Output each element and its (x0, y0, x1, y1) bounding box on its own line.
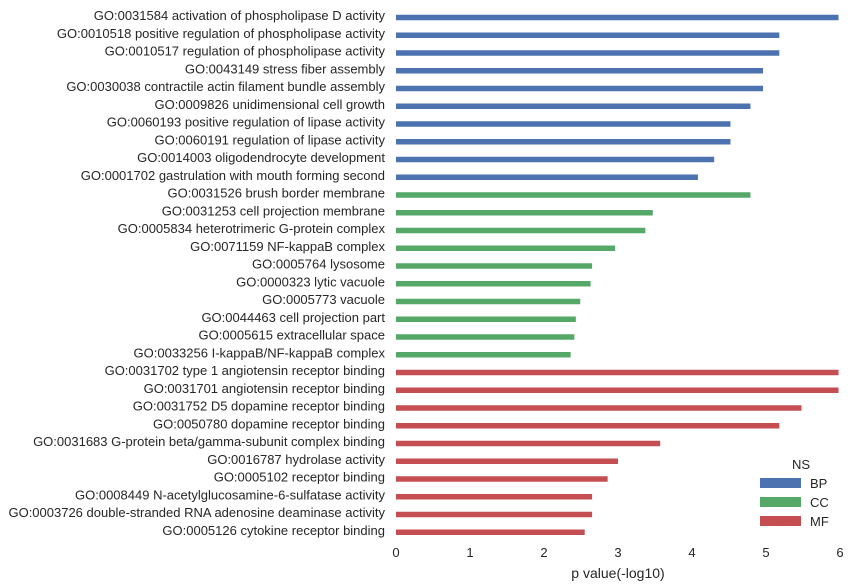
y-tick-label-go-0031752: GO:0031752 D5 dopamine receptor binding (133, 399, 385, 414)
legend-title: NS (792, 457, 810, 472)
x-tick-label-5: 5 (762, 545, 769, 560)
y-tick-label-go-0033256: GO:0033256 I-kappaB/NF-kappaB complex (134, 345, 386, 360)
y-tick-label-go-0005773: GO:0005773 vacuole (262, 292, 385, 307)
bar-go-0005126 (396, 529, 585, 535)
y-tick-label-go-0010517: GO:0010517 regulation of phospholipase a… (105, 44, 386, 59)
y-tick-label-go-0031526: GO:0031526 brush border membrane (167, 186, 385, 201)
y-tick-label-go-0031683: GO:0031683 G-protein beta/gamma-subunit … (33, 434, 385, 449)
bar-go-0031752 (396, 405, 802, 411)
legend-swatch-bp (760, 478, 801, 488)
bar-go-0060193 (396, 121, 731, 127)
y-tick-label-go-0005764: GO:0005764 lysosome (252, 257, 385, 272)
bar-go-0031526 (396, 192, 751, 198)
y-tick-label-go-0005834: GO:0005834 heterotrimeric G-protein comp… (118, 221, 386, 236)
bar-go-0033256 (396, 352, 571, 358)
x-tick-label-0: 0 (392, 545, 399, 560)
bar-go-0031253 (396, 210, 653, 216)
bar-go-0001702 (396, 174, 698, 180)
y-tick-label-go-0016787: GO:0016787 hydrolase activity (207, 452, 385, 467)
y-tick-label-go-0031584: GO:0031584 activation of phospholipase D… (94, 8, 386, 23)
y-tick-label-go-0050780: GO:0050780 dopamine receptor binding (153, 416, 385, 431)
y-tick-label-go-0060191: GO:0060191 regulation of lipase activity (154, 132, 385, 147)
x-tick-label-2: 2 (540, 545, 547, 560)
x-tick-label-6: 6 (836, 545, 843, 560)
y-tick-label-go-0071159: GO:0071159 NF-kappaB complex (190, 239, 385, 254)
bar-go-0005773 (396, 298, 581, 305)
y-tick-labels: GO:0031584 activation of phospholipase D… (8, 8, 385, 538)
x-tick-labels: 0 1 2 3 4 5 6 (392, 545, 843, 560)
bar-go-0010517 (396, 50, 780, 56)
bar-go-0005102 (396, 476, 608, 482)
bars-group (396, 14, 839, 535)
bar-go-0044463 (396, 316, 576, 322)
x-tick-label-3: 3 (614, 545, 621, 560)
bar-go-0031584 (396, 14, 839, 21)
y-tick-label-go-0030038: GO:0030038 contractile actin filament bu… (66, 79, 385, 94)
y-tick-label-go-0005102: GO:0005102 receptor binding (214, 470, 385, 485)
legend-label-mf: MF (810, 514, 829, 529)
bar-go-0000323 (396, 281, 591, 287)
legend: NS BP CC MF (760, 457, 829, 529)
bar-go-0008449 (396, 494, 593, 500)
bar-go-0016787 (396, 458, 618, 464)
bar-go-0010518 (396, 32, 780, 38)
y-tick-label-go-0060193: GO:0060193 positive regulation of lipase… (107, 115, 386, 130)
bar-go-0043149 (396, 68, 764, 74)
y-tick-label-go-0001702: GO:0001702 gastrulation with mouth formi… (81, 168, 385, 183)
y-tick-label-go-0031701: GO:0031701 angiotensin receptor binding (144, 381, 385, 396)
bar-go-0005615 (396, 334, 575, 340)
legend-swatch-mf (760, 516, 801, 526)
bar-go-0060191 (396, 139, 731, 145)
bar-go-0031701 (396, 387, 839, 393)
y-tick-label-go-0005126: GO:0005126 cytokine receptor binding (162, 523, 385, 538)
y-tick-label-go-0031702: GO:0031702 type 1 angiotensin receptor b… (105, 363, 385, 378)
y-tick-label-go-0005615: GO:0005615 extracellular space (199, 328, 385, 343)
bar-go-0014003 (396, 156, 715, 163)
bar-go-0071159 (396, 245, 616, 251)
y-tick-label-go-0010518: GO:0010518 positive regulation of phosph… (57, 26, 386, 41)
bar-go-0009826 (396, 103, 751, 109)
bar-go-0030038 (396, 85, 764, 92)
y-tick-label-go-0031253: GO:0031253 cell projection membrane (162, 203, 385, 218)
bar-go-0005834 (396, 227, 646, 234)
bar-go-0031702 (396, 369, 839, 376)
bar-go-0003726 (396, 511, 593, 518)
bar-go-0031683 (396, 440, 661, 447)
legend-label-bp: BP (810, 476, 827, 491)
y-tick-label-go-0043149: GO:0043149 stress fiber assembly (185, 61, 386, 76)
bar-go-0050780 (396, 423, 780, 429)
x-tick-label-4: 4 (688, 545, 695, 560)
y-tick-label-go-0009826: GO:0009826 unidimensional cell growth (154, 97, 385, 112)
y-tick-label-go-0003726: GO:0003726 double-stranded RNA adenosine… (8, 505, 385, 520)
y-tick-label-go-0008449: GO:0008449 N-acetylglucosamine-6-sulfata… (75, 487, 385, 502)
legend-label-cc: CC (810, 495, 829, 510)
y-tick-label-go-0000323: GO:0000323 lytic vacuole (236, 274, 385, 289)
x-axis-label: p value(-log10) (571, 565, 664, 581)
bar-go-0005764 (396, 263, 593, 269)
y-tick-label-go-0044463: GO:0044463 cell projection part (201, 310, 385, 325)
legend-swatch-cc (760, 497, 801, 507)
x-tick-label-1: 1 (466, 545, 473, 560)
y-tick-label-go-0014003: GO:0014003 oligodendrocyte development (137, 150, 385, 165)
